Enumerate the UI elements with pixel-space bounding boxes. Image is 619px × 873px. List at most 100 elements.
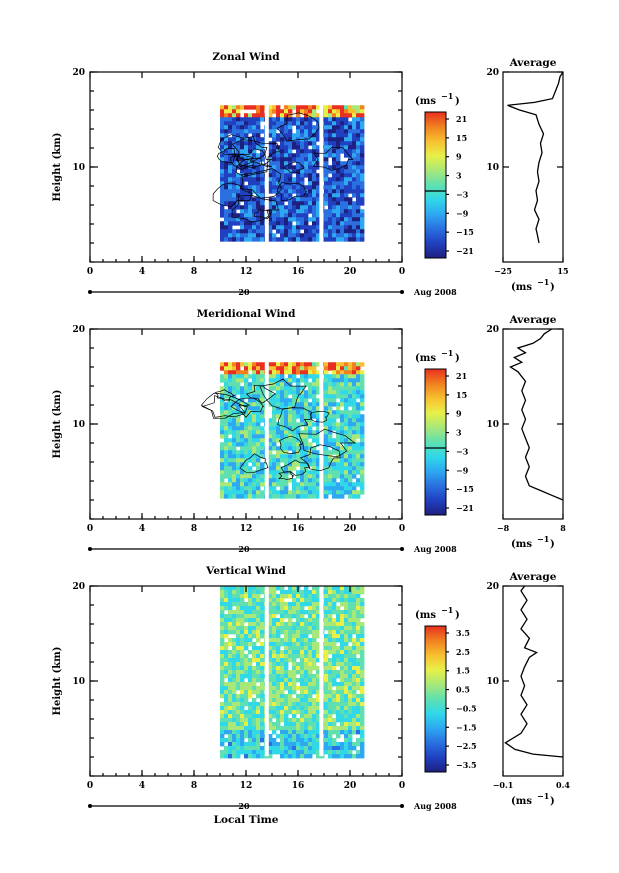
heatmap-cell: [248, 137, 253, 142]
heatmap-cell: [340, 237, 345, 242]
heatmap-cell: [244, 446, 249, 451]
heatmap-cell: [260, 650, 265, 655]
heatmap-cell: [332, 422, 337, 427]
heatmap-cell: [232, 746, 237, 751]
heatmap-cell: [272, 137, 277, 142]
heatmap-cell: [316, 454, 321, 459]
heatmap-cell: [268, 394, 273, 399]
heatmap-cell: [292, 726, 297, 731]
heatmap-cell: [268, 474, 273, 479]
heatmap-cell: [324, 133, 329, 138]
heatmap-cell: [304, 109, 309, 114]
heatmap-cell: [356, 610, 361, 615]
heatmap-cell: [260, 450, 265, 455]
heatmap-cell: [308, 714, 313, 719]
heatmap-cell: [236, 217, 241, 222]
heatmap-cell: [260, 438, 265, 443]
heatmap-cell: [304, 694, 309, 699]
heatmap-cell: [232, 602, 237, 607]
heatmap-cell: [240, 165, 245, 170]
heatmap-cell: [296, 606, 301, 611]
heatmap-cell: [308, 738, 313, 743]
heatmap-cell: [316, 133, 321, 138]
heatmap-cell: [348, 225, 353, 230]
heatmap-cell: [224, 133, 229, 138]
heatmap-cell: [244, 430, 249, 435]
heatmap-cell: [308, 197, 313, 202]
heatmap-cell: [348, 434, 353, 439]
heatmap-cell: [256, 201, 261, 206]
heatmap-cell: [356, 682, 361, 687]
heatmap-cell: [228, 718, 233, 723]
heatmap-cell: [332, 169, 337, 174]
heatmap-cell: [352, 113, 357, 118]
heatmap-cell: [308, 157, 313, 162]
heatmap-cell: [280, 618, 285, 623]
heatmap-cell: [308, 181, 313, 186]
heatmap-cell: [308, 117, 313, 122]
heatmap-cell: [332, 237, 337, 242]
heatmap-cell: [228, 406, 233, 411]
heatmap-cell: [360, 109, 365, 114]
heatmap-cell: [360, 173, 365, 178]
heatmap-cell: [360, 726, 365, 731]
heatmap-cell: [348, 414, 353, 419]
heatmap-cell: [268, 726, 273, 731]
heatmap-cell: [220, 117, 225, 122]
heatmap-cell: [360, 370, 365, 375]
heatmap-cell: [228, 726, 233, 731]
heatmap-cell: [252, 718, 257, 723]
heatmap-cell: [220, 702, 225, 707]
heatmap-cell: [292, 233, 297, 238]
heatmap-cell: [288, 694, 293, 699]
heatmap-cell: [228, 382, 233, 387]
heatmap-cell: [272, 742, 277, 747]
heatmap-cell: [256, 494, 261, 499]
heatmap-cell: [312, 157, 317, 162]
heatmap-cell: [228, 722, 233, 727]
heatmap-cell: [296, 434, 301, 439]
heatmap-cell: [220, 710, 225, 715]
heatmap-cell: [324, 217, 329, 222]
heatmap-cell: [260, 430, 265, 435]
heatmap-cell: [308, 646, 313, 651]
heatmap-cell: [256, 634, 261, 639]
heatmap-cell: [336, 229, 341, 234]
heatmap-cell: [284, 394, 289, 399]
heatmap-cell: [344, 153, 349, 158]
heatmap-cell: [232, 390, 237, 395]
month-label: Aug 2008: [413, 287, 457, 297]
heatmap-cell: [272, 442, 277, 447]
heatmap-cell: [284, 370, 289, 375]
heatmap-cell: [240, 686, 245, 691]
heatmap-cell: [276, 474, 281, 479]
heatmap-cell: [352, 221, 357, 226]
heatmap-cell: [360, 706, 365, 711]
heatmap-cell: [332, 157, 337, 162]
heatmap-cell: [288, 177, 293, 182]
heatmap-cell: [360, 646, 365, 651]
heatmap-cell: [284, 193, 289, 198]
heatmap-cell: [280, 181, 285, 186]
heatmap-cell: [236, 466, 241, 471]
heatmap-cell: [248, 734, 253, 739]
heatmap-cell: [252, 682, 257, 687]
heatmap-cell: [284, 221, 289, 226]
heatmap-cell: [252, 430, 257, 435]
heatmap-cell: [276, 221, 281, 226]
heatmap-cell: [360, 414, 365, 419]
heatmap-cell: [236, 474, 241, 479]
heatmap-cell: [240, 634, 245, 639]
heatmap-cell: [336, 434, 341, 439]
heatmap-cell: [260, 734, 265, 739]
heatmap-cell: [296, 646, 301, 651]
heatmap-cell: [340, 398, 345, 403]
heatmap-cell: [352, 173, 357, 178]
heatmap-cell: [340, 414, 345, 419]
heatmap-cell: [236, 670, 241, 675]
heatmap-cell: [220, 133, 225, 138]
heatmap-cell: [252, 129, 257, 134]
heatmap-cell: [336, 382, 341, 387]
heatmap-cell: [296, 654, 301, 659]
heatmap-cell: [328, 466, 333, 471]
